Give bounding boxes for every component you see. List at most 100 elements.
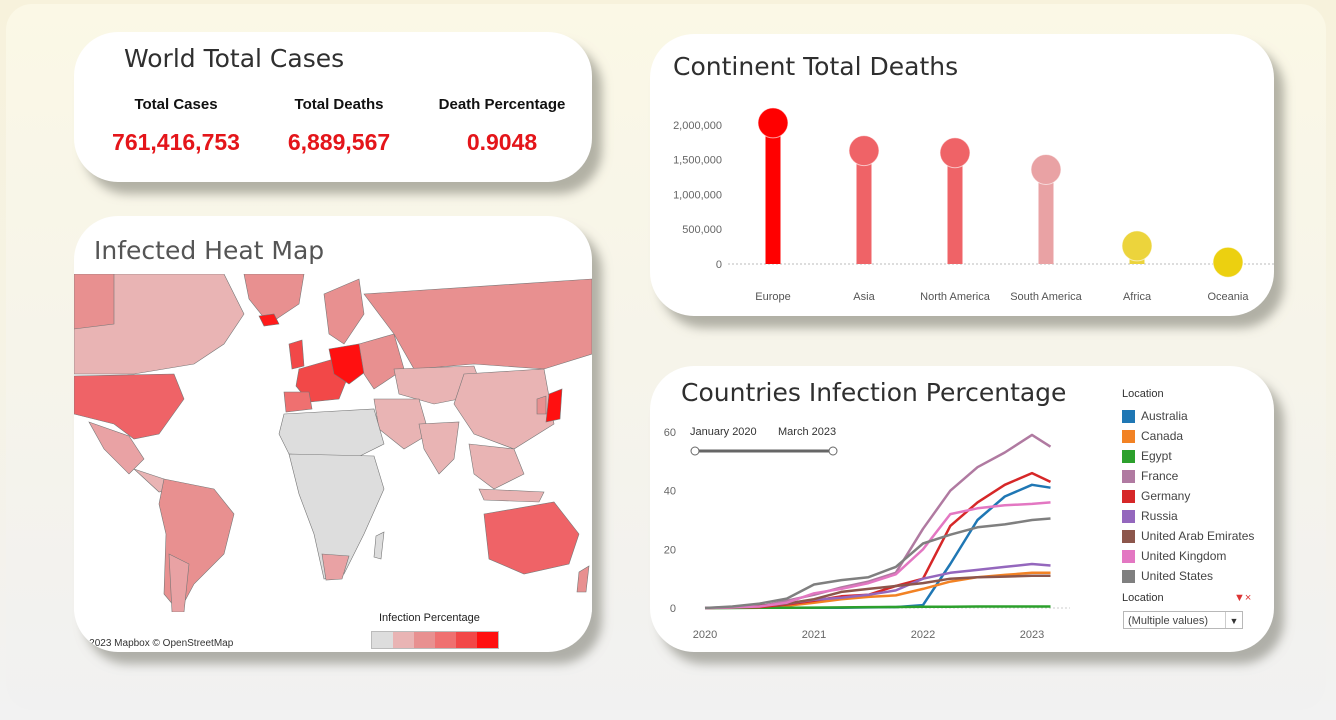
date-slider-end-handle[interactable] [828,446,838,456]
chevron-down-icon[interactable]: ▼ [1225,612,1242,628]
alaska-region [74,273,115,330]
location-filter-title: Location [1122,592,1164,604]
australia-region [483,501,580,575]
death-percentage-metric: Death Percentage 0.9048 [427,96,577,156]
death-percentage-value: 0.9048 [466,129,538,155]
location-legend-item[interactable]: United States [1122,566,1254,586]
location-legend-item[interactable]: France [1122,466,1254,486]
lollipop-head[interactable] [757,107,789,139]
deaths-chart-title: Continent Total Deaths [673,52,959,81]
lollipop-stem[interactable] [856,150,872,264]
world-map-svg[interactable] [74,273,592,613]
lollipop-stem[interactable] [947,152,963,264]
legend-swatch-5 [456,632,477,648]
legend-item-label: United Arab Emirates [1141,529,1255,543]
legend-item-label: Germany [1141,489,1191,503]
total-deaths-label: Total Deaths [294,96,384,113]
legend-swatch-1 [372,632,393,648]
x-tick-label: 2021 [802,629,826,641]
location-legend-item[interactable]: Egypt [1122,446,1254,466]
infection-line-chart[interactable]: 0 20 40 60 2020 2021 2022 2023 [650,366,1274,652]
location-legend-item[interactable]: United Arab Emirates [1122,526,1254,546]
location-legend-item[interactable]: United Kingdom [1122,546,1254,566]
indonesia-region [478,488,545,503]
legend-color-swatch [1122,429,1135,443]
location-legend-item[interactable]: Germany [1122,486,1254,506]
world-map[interactable]: © 2023 Mapbox © OpenStreetMap Infection … [74,273,592,649]
series-line[interactable] [704,517,1051,610]
y-tick-label: 2,000,000 [673,120,722,132]
location-filter-dropdown[interactable]: (Multiple values) ▼ [1123,611,1243,629]
y-tick-label: 0 [716,259,722,271]
series-line[interactable] [704,433,1052,610]
legend-swatch-4 [435,632,456,648]
lollipop-stem[interactable] [765,122,781,264]
russia-region [363,278,592,370]
continent-deaths-chart[interactable]: 0 500,000 1,000,000 1,500,000 2,000,000 Europ… [650,34,1274,316]
category-label: Europe [755,291,790,303]
x-tick-label: 2023 [1020,629,1044,641]
infection-legend-scale [371,631,499,649]
legend-item-label: Egypt [1141,449,1172,463]
legend-item-label: United States [1141,569,1214,583]
lollipop-head[interactable] [1121,230,1153,262]
series-line[interactable] [704,501,1051,610]
x-tick-label: 2020 [693,629,717,641]
legend-color-swatch [1122,409,1135,423]
legend-item-label: Australia [1141,409,1188,423]
date-slider-start-handle[interactable] [690,446,700,456]
lollipop-head[interactable] [848,135,880,167]
kpi-title: World Total Cases [124,44,345,73]
japan-region [545,388,563,423]
greenland-region [243,273,305,325]
series-line[interactable] [704,483,1051,610]
scandinavia-region [323,278,365,345]
legend-item-label: United Kingdom [1141,549,1227,563]
clear-filter-icon[interactable]: ▼× [1234,592,1252,604]
eastern-europe-region [358,333,405,390]
argentina-region [168,553,190,613]
south-america-region [158,478,235,613]
infected-heat-map-card: Infected Heat Map [74,216,592,652]
category-label: Asia [853,291,875,303]
location-legend-item[interactable]: Australia [1122,406,1254,426]
new-zealand-region [576,565,590,593]
location-legend-title: Location [1122,388,1164,400]
africa-region [288,453,385,580]
location-legend-item[interactable]: Canada [1122,426,1254,446]
north-africa-region [278,408,385,460]
map-title: Infected Heat Map [94,236,325,265]
legend-item-label: Canada [1141,429,1184,443]
y-tick-label: 20 [664,544,676,556]
location-legend-item[interactable]: Russia [1122,506,1254,526]
legend-color-swatch [1122,509,1135,523]
lollipop-head[interactable] [1030,153,1062,185]
series-line[interactable] [704,562,1051,610]
y-tick-label: 500,000 [682,224,722,236]
category-label: North America [920,291,991,303]
date-slider-end-label: March 2023 [778,426,837,438]
korea-region [536,395,547,415]
iberia-region [283,391,313,413]
lollipop-head[interactable] [1212,246,1244,278]
continent-total-deaths-card: Continent Total Deaths 0 500,000 1,000,000… [650,34,1274,316]
lollipop-stem[interactable] [1038,169,1054,264]
legend-color-swatch [1122,489,1135,503]
canada-region [74,273,245,375]
x-tick-label: 2022 [911,629,935,641]
countries-infection-card: Countries Infection Percentage 0 20 40 60 20… [650,366,1274,652]
lollipop-head[interactable] [939,137,971,169]
y-tick-label: 0 [670,603,676,615]
legend-color-swatch [1122,529,1135,543]
south-africa-region [321,553,350,581]
category-label: Oceania [1208,291,1250,303]
india-region [418,421,460,475]
legend-swatch-3 [414,632,435,648]
legend-swatch-6 [477,632,498,648]
madagascar-region [373,531,385,560]
mexico-region [88,421,145,475]
legend-item-label: France [1141,469,1179,483]
usa-region [74,373,185,440]
y-tick-label: 60 [664,427,676,439]
legend-swatch-2 [393,632,414,648]
